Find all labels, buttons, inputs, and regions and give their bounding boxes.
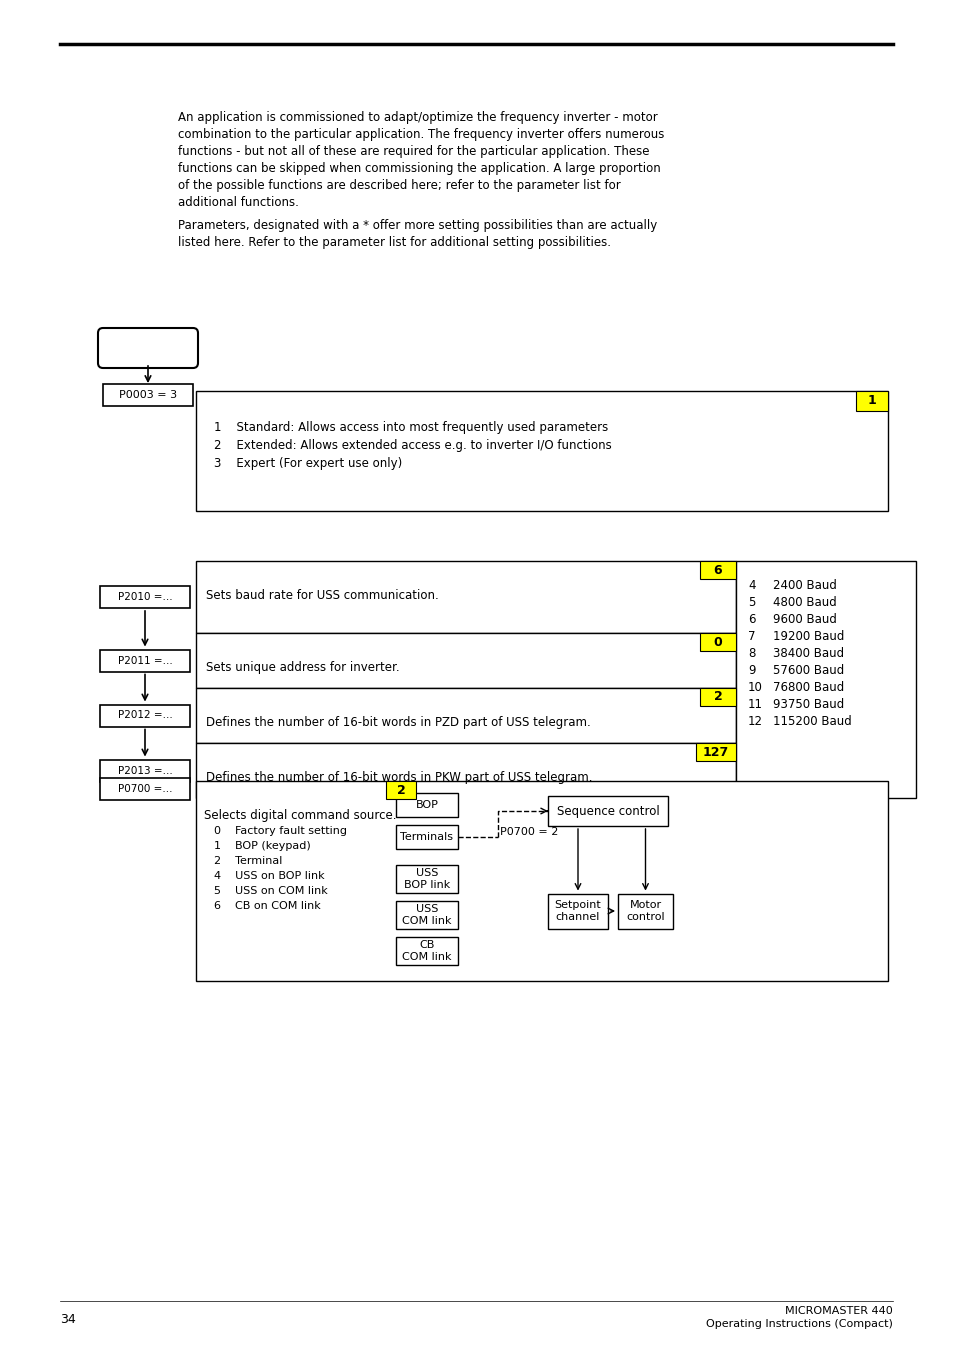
Bar bbox=[195, 688, 735, 743]
Text: 6: 6 bbox=[747, 613, 755, 626]
Text: 19200 Baud: 19200 Baud bbox=[772, 630, 843, 643]
Text: of the possible functions are described here; refer to the parameter list for: of the possible functions are described … bbox=[178, 178, 620, 192]
Text: CB
COM link: CB COM link bbox=[402, 940, 452, 962]
Bar bbox=[195, 743, 735, 798]
Bar bbox=[386, 781, 416, 798]
Text: 5    USS on COM link: 5 USS on COM link bbox=[213, 886, 328, 896]
Text: Terminals: Terminals bbox=[400, 832, 453, 842]
Text: Setpoint
channel: Setpoint channel bbox=[554, 900, 600, 921]
Text: 6: 6 bbox=[713, 563, 721, 577]
Text: 7: 7 bbox=[747, 630, 755, 643]
Text: 2400 Baud: 2400 Baud bbox=[772, 580, 836, 592]
Text: Parameters, designated with a * offer more setting possibilities than are actual: Parameters, designated with a * offer mo… bbox=[178, 219, 657, 232]
Bar bbox=[700, 688, 735, 707]
Text: 3    Expert (For expert use only): 3 Expert (For expert use only) bbox=[213, 457, 402, 470]
Text: additional functions.: additional functions. bbox=[178, 196, 298, 209]
Text: 2: 2 bbox=[713, 690, 721, 704]
Text: functions - but not all of these are required for the particular application. Th: functions - but not all of these are req… bbox=[178, 145, 649, 158]
Text: listed here. Refer to the parameter list for additional setting possibilities.: listed here. Refer to the parameter list… bbox=[178, 236, 610, 249]
Text: 6    CB on COM link: 6 CB on COM link bbox=[213, 901, 320, 911]
Bar bbox=[195, 561, 735, 634]
Bar bbox=[100, 704, 190, 727]
Bar bbox=[395, 938, 457, 965]
Text: 1    BOP (keypad): 1 BOP (keypad) bbox=[213, 842, 311, 851]
Bar bbox=[103, 384, 193, 407]
Bar bbox=[547, 796, 667, 825]
Text: 93750 Baud: 93750 Baud bbox=[772, 698, 843, 711]
Bar bbox=[395, 901, 457, 929]
Text: 12: 12 bbox=[747, 715, 762, 728]
Text: 1    Standard: Allows access into most frequently used parameters: 1 Standard: Allows access into most freq… bbox=[213, 422, 608, 434]
Bar bbox=[696, 743, 735, 761]
Text: P2011 =...: P2011 =... bbox=[117, 655, 172, 666]
Text: 0: 0 bbox=[713, 635, 721, 648]
Text: 9600 Baud: 9600 Baud bbox=[772, 613, 836, 626]
Bar bbox=[855, 390, 887, 411]
Text: Sets baud rate for USS communication.: Sets baud rate for USS communication. bbox=[206, 589, 438, 603]
Text: P2010 =...: P2010 =... bbox=[117, 592, 172, 603]
Text: P0003 = 3: P0003 = 3 bbox=[119, 390, 177, 400]
Bar bbox=[700, 634, 735, 651]
Text: Sequence control: Sequence control bbox=[556, 804, 659, 817]
Text: P0700 =...: P0700 =... bbox=[117, 784, 172, 794]
Text: 4: 4 bbox=[747, 580, 755, 592]
Text: Defines the number of 16-bit words in PKW part of USS telegram.: Defines the number of 16-bit words in PK… bbox=[206, 771, 592, 784]
Text: 2: 2 bbox=[396, 784, 405, 797]
Text: Defines the number of 16-bit words in PZD part of USS telegram.: Defines the number of 16-bit words in PZ… bbox=[206, 716, 590, 730]
Text: MICROMASTER 440: MICROMASTER 440 bbox=[784, 1306, 892, 1316]
Bar bbox=[100, 650, 190, 671]
Text: 1: 1 bbox=[866, 394, 876, 408]
Text: 76800 Baud: 76800 Baud bbox=[772, 681, 843, 694]
Bar bbox=[395, 793, 457, 817]
Text: functions can be skipped when commissioning the application. A large proportion: functions can be skipped when commission… bbox=[178, 162, 660, 176]
Text: Operating Instructions (Compact): Operating Instructions (Compact) bbox=[705, 1319, 892, 1329]
Text: Motor
control: Motor control bbox=[625, 900, 664, 921]
Bar bbox=[195, 390, 887, 511]
Bar bbox=[100, 778, 190, 800]
Bar bbox=[735, 561, 915, 798]
Text: Selects digital command source.: Selects digital command source. bbox=[204, 809, 396, 821]
Bar bbox=[100, 586, 190, 608]
Bar bbox=[195, 634, 735, 688]
Bar bbox=[195, 781, 887, 981]
Text: P2012 =...: P2012 =... bbox=[117, 711, 172, 720]
Text: BOP: BOP bbox=[416, 800, 438, 811]
Text: 34: 34 bbox=[60, 1313, 75, 1325]
Text: 10: 10 bbox=[747, 681, 762, 694]
Text: USS
COM link: USS COM link bbox=[402, 904, 452, 925]
Text: 115200 Baud: 115200 Baud bbox=[772, 715, 851, 728]
Text: 8: 8 bbox=[747, 647, 755, 661]
Text: 5: 5 bbox=[747, 596, 755, 609]
FancyBboxPatch shape bbox=[98, 328, 198, 367]
Text: USS
BOP link: USS BOP link bbox=[403, 869, 450, 890]
Bar bbox=[395, 865, 457, 893]
Text: 11: 11 bbox=[747, 698, 762, 711]
Bar bbox=[700, 561, 735, 580]
Bar bbox=[547, 893, 607, 928]
Text: 4800 Baud: 4800 Baud bbox=[772, 596, 836, 609]
Text: 127: 127 bbox=[702, 746, 728, 758]
Text: P0700 = 2: P0700 = 2 bbox=[499, 827, 558, 838]
Text: 0    Factory fault setting: 0 Factory fault setting bbox=[213, 825, 347, 836]
Text: 38400 Baud: 38400 Baud bbox=[772, 647, 843, 661]
Text: combination to the particular application. The frequency inverter offers numerou: combination to the particular applicatio… bbox=[178, 128, 663, 141]
Text: 9: 9 bbox=[747, 663, 755, 677]
Text: 57600 Baud: 57600 Baud bbox=[772, 663, 843, 677]
Text: 2    Terminal: 2 Terminal bbox=[213, 857, 282, 866]
Text: 2    Extended: Allows extended access e.g. to inverter I/O functions: 2 Extended: Allows extended access e.g. … bbox=[213, 439, 611, 453]
Text: 4    USS on BOP link: 4 USS on BOP link bbox=[213, 871, 324, 881]
Text: An application is commissioned to adapt/optimize the frequency inverter - motor: An application is commissioned to adapt/… bbox=[178, 111, 657, 124]
Text: Sets unique address for inverter.: Sets unique address for inverter. bbox=[206, 661, 399, 674]
Bar bbox=[618, 893, 672, 928]
Bar bbox=[100, 759, 190, 781]
Bar bbox=[395, 825, 457, 848]
Text: P2013 =...: P2013 =... bbox=[117, 766, 172, 775]
